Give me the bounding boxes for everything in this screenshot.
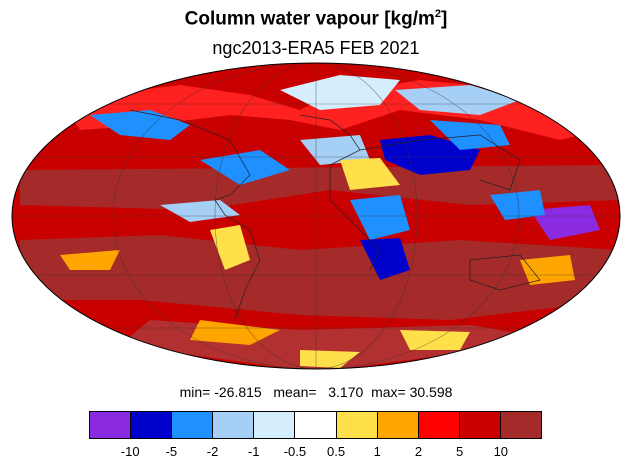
- colorbar-tick-label: -5: [165, 444, 178, 459]
- map-title: Column water vapour [kg/m2]: [184, 8, 448, 30]
- colorbar-tick-label: 10: [493, 444, 509, 459]
- map-outline: [11, 62, 621, 370]
- colorbar: [89, 411, 542, 439]
- colorbar-box: [213, 412, 255, 438]
- colorbar-tick-label: 0.5: [327, 444, 346, 459]
- colorbar-tick-label: -10: [120, 444, 140, 459]
- colorbar-tick-label: -0.5: [283, 444, 307, 459]
- colorbar-tick-label: 2: [414, 444, 423, 459]
- map-subtitle: ngc2013-ERA5 FEB 2021: [212, 38, 420, 58]
- colorbar-box: [459, 412, 501, 438]
- colorbar-box: [377, 412, 419, 438]
- colorbar-box: [254, 412, 296, 438]
- colorbar-tick-label: -2: [206, 444, 219, 459]
- colorbar-box: [90, 412, 132, 438]
- world-map: [11, 62, 621, 370]
- colorbar-box: [500, 412, 542, 438]
- colorbar-box: [336, 412, 378, 438]
- colorbar-box: [131, 412, 173, 438]
- colorbar-tick-label: 1: [373, 444, 381, 459]
- colorbar-box: [418, 412, 460, 438]
- colorbar-box: [295, 412, 337, 438]
- colorbar-tick-label: 5: [456, 444, 464, 459]
- colorbar-tick-label: -1: [247, 444, 260, 459]
- colorbar-box: [172, 412, 214, 438]
- colorbar-labels: -10 -5 -2 -1 -0.5 0.5 1 2 5 10: [0, 444, 632, 462]
- stats-line: min= -26.815 mean= 3.170 max= 30.598: [179, 384, 453, 400]
